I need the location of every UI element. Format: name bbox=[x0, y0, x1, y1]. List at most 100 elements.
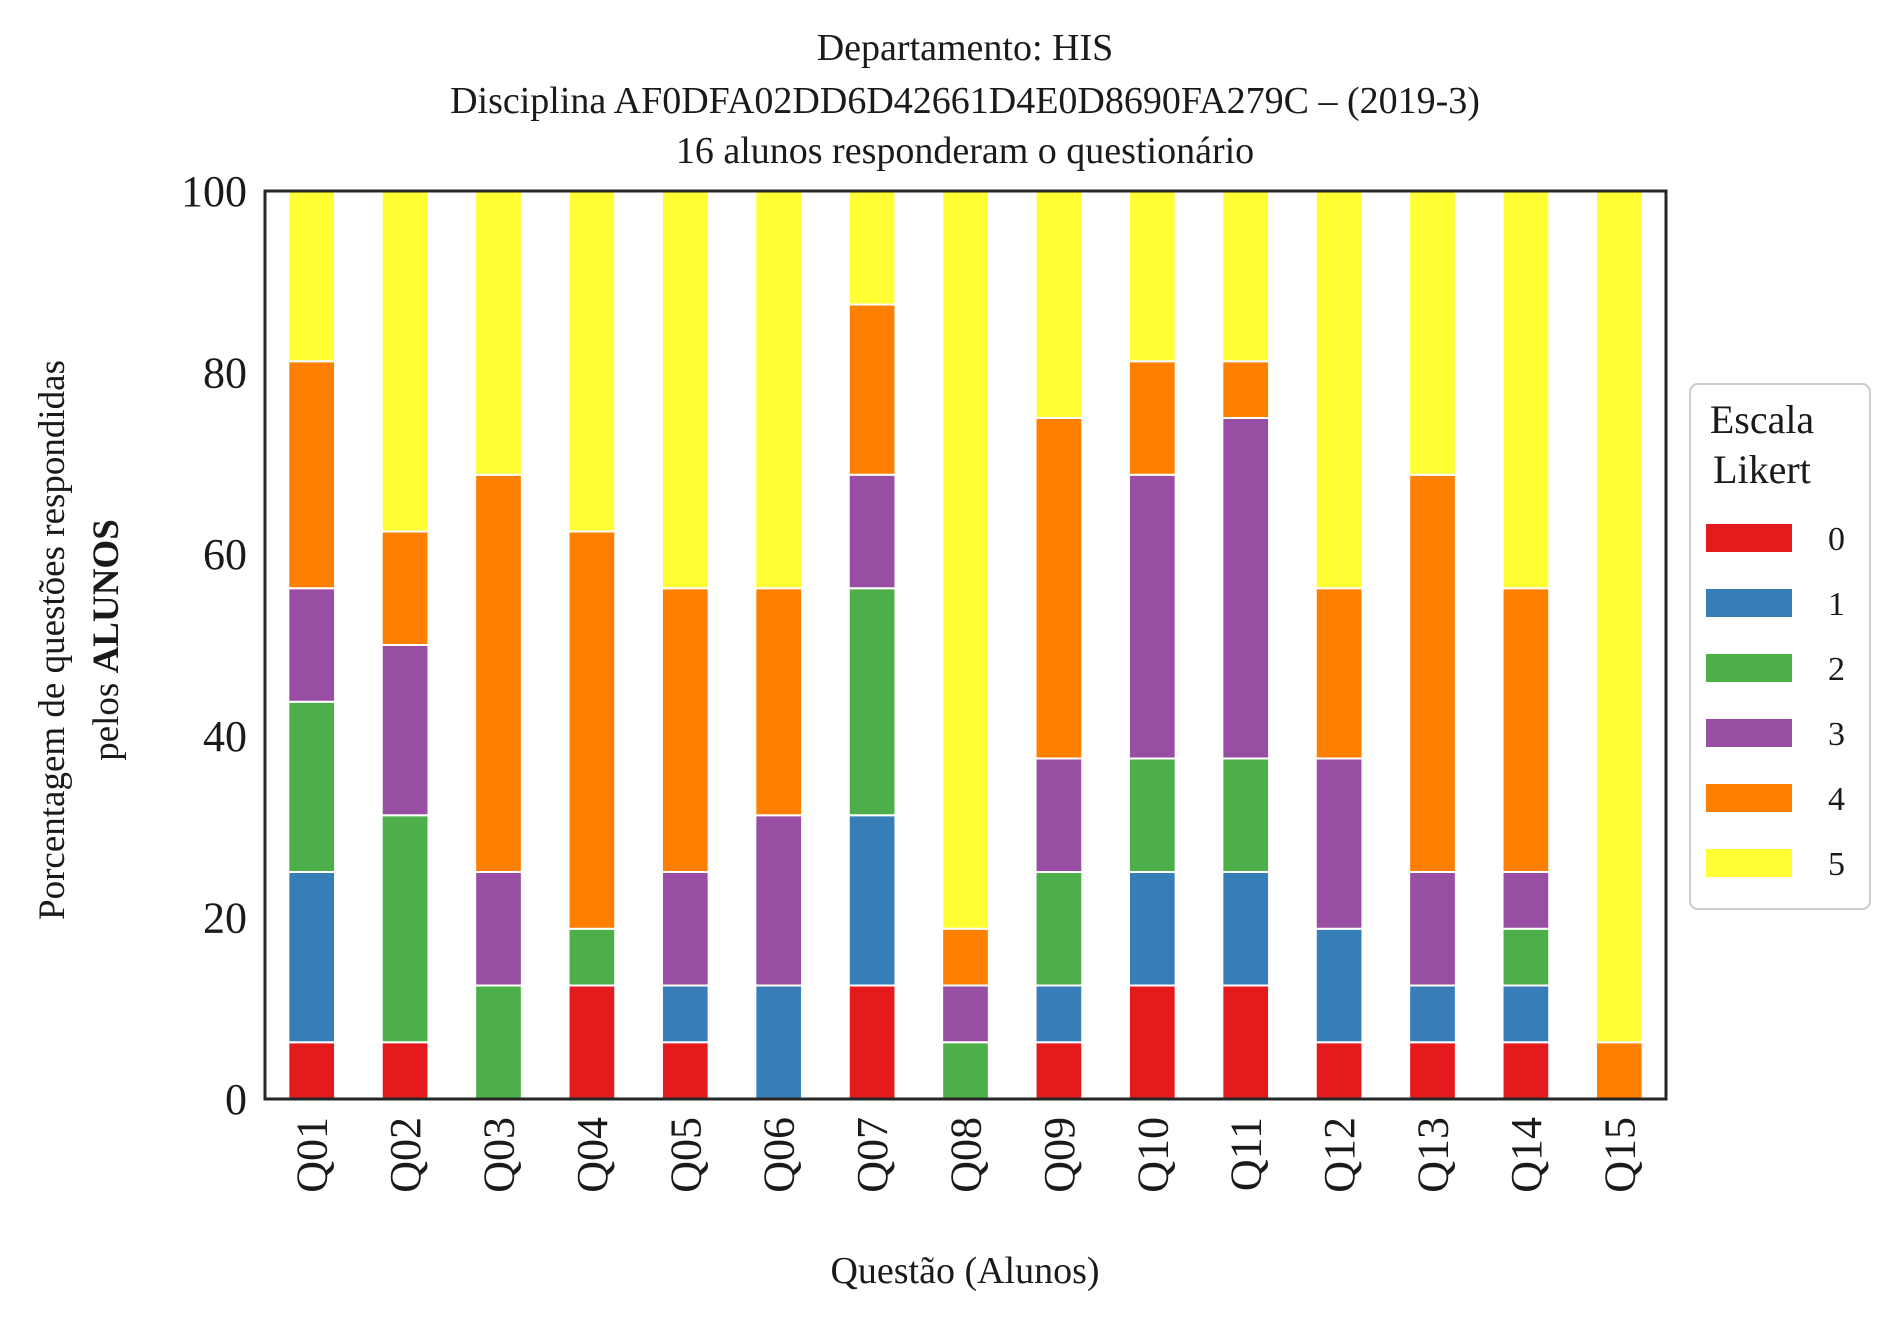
bar-segment-q06-likert-5 bbox=[754, 190, 804, 590]
bar-segment-q13-likert-3 bbox=[1408, 871, 1457, 987]
bar-segment-q13-likert-0 bbox=[1408, 1041, 1457, 1100]
bar-segment-q02-likert-0 bbox=[380, 1041, 430, 1100]
bar-segment-q14-likert-0 bbox=[1501, 1041, 1551, 1100]
legend-swatch-4 bbox=[1706, 784, 1792, 812]
bar-segment-q11-likert-3 bbox=[1221, 417, 1271, 760]
bar-segment-q01-likert-5 bbox=[287, 190, 337, 363]
legend-swatch-3 bbox=[1706, 719, 1792, 747]
x-tick-label-q05: Q05 bbox=[661, 1117, 710, 1193]
legend-label-2: 2 bbox=[1828, 651, 1845, 688]
bar-segment-q05-likert-0 bbox=[660, 1041, 710, 1100]
bar-segment-q06-likert-3 bbox=[754, 814, 804, 987]
bar-segment-q02-likert-2 bbox=[380, 814, 430, 1044]
bar-segment-q04-likert-5 bbox=[567, 190, 617, 533]
bar-segment-q04-likert-4 bbox=[567, 530, 617, 930]
y-tick-label-20: 20 bbox=[203, 893, 247, 942]
bar-segment-q13-likert-4 bbox=[1408, 473, 1457, 873]
bar-segment-q07-likert-0 bbox=[847, 984, 897, 1100]
y-tick-label-0: 0 bbox=[225, 1075, 247, 1124]
legend-label-1: 1 bbox=[1828, 586, 1845, 623]
bar-segment-q07-likert-1 bbox=[847, 814, 897, 987]
bar-segment-q07-likert-5 bbox=[847, 190, 897, 306]
bar-segment-q10-likert-1 bbox=[1127, 871, 1177, 987]
x-tick-label-q13: Q13 bbox=[1409, 1117, 1458, 1193]
x-tick-label-q02: Q02 bbox=[381, 1117, 430, 1193]
bar-segment-q14-likert-2 bbox=[1501, 927, 1551, 987]
y-axis-label-prefix: pelos bbox=[86, 673, 127, 760]
bar-segment-q14-likert-3 bbox=[1501, 871, 1551, 930]
x-tick-label-q12: Q12 bbox=[1315, 1117, 1364, 1193]
legend-label-0: 0 bbox=[1828, 521, 1845, 558]
y-tick-label-60: 60 bbox=[203, 530, 247, 579]
bar-segment-q01-likert-3 bbox=[287, 587, 337, 703]
x-axis-label: Questão (Alunos) bbox=[830, 1250, 1099, 1292]
x-tick-label-q09: Q09 bbox=[1035, 1117, 1084, 1193]
bar-segment-q10-likert-4 bbox=[1127, 360, 1177, 476]
bar-segment-q07-likert-3 bbox=[847, 473, 897, 590]
x-tick-label-q15: Q15 bbox=[1595, 1117, 1644, 1193]
legend-swatch-2 bbox=[1706, 654, 1792, 682]
legend-title-line-1: Escala bbox=[1710, 397, 1815, 442]
bar-segment-q05-likert-3 bbox=[660, 871, 710, 987]
chart-title-line-2: Disciplina AF0DFA02DD6D42661D4E0D8690FA2… bbox=[450, 80, 1480, 122]
bar-segment-q15-likert-5 bbox=[1594, 190, 1644, 1044]
bar-segment-q08-likert-4 bbox=[941, 927, 990, 987]
x-tick-label-q14: Q14 bbox=[1502, 1117, 1551, 1193]
bar-segment-q10-likert-2 bbox=[1127, 757, 1177, 873]
y-axis-label-line-2: pelos ALUNOS bbox=[86, 519, 127, 761]
bar-segment-q05-likert-4 bbox=[660, 587, 710, 873]
bar-segment-q01-likert-0 bbox=[287, 1041, 337, 1100]
bar-segment-q05-likert-5 bbox=[660, 190, 710, 590]
bar-segment-q11-likert-1 bbox=[1221, 871, 1271, 987]
bar-segment-q03-likert-4 bbox=[474, 473, 523, 873]
x-tick-label-q01: Q01 bbox=[288, 1117, 337, 1193]
legend-label-4: 4 bbox=[1828, 781, 1845, 818]
bar-segment-q14-likert-1 bbox=[1501, 984, 1551, 1044]
bar-segment-q12-likert-5 bbox=[1314, 190, 1364, 590]
bar-segment-q05-likert-1 bbox=[660, 984, 710, 1044]
bars bbox=[287, 190, 1644, 1100]
bar-segment-q06-likert-1 bbox=[754, 984, 804, 1100]
legend-title-line-2: Likert bbox=[1713, 447, 1811, 492]
legend-label-3: 3 bbox=[1828, 716, 1845, 753]
y-tick-label-80: 80 bbox=[203, 349, 247, 398]
bar-segment-q10-likert-3 bbox=[1127, 473, 1177, 760]
legend-label-5: 5 bbox=[1828, 846, 1845, 883]
bar-segment-q07-likert-2 bbox=[847, 587, 897, 817]
bar-segment-q11-likert-5 bbox=[1221, 190, 1271, 363]
bar-segment-q13-likert-5 bbox=[1408, 190, 1457, 476]
bar-segment-q09-likert-3 bbox=[1034, 757, 1084, 873]
x-tick-label-q11: Q11 bbox=[1222, 1117, 1271, 1191]
bar-segment-q03-likert-3 bbox=[474, 871, 523, 987]
bar-segment-q12-likert-1 bbox=[1314, 927, 1364, 1044]
bar-segment-q04-likert-2 bbox=[567, 927, 617, 987]
y-axis-label: Porcentagem de questões respondidas pelo… bbox=[32, 360, 127, 920]
x-ticks: Q01 Q02 Q03 Q04 Q05 Q06 Q07 Q08 Q09 Q10 Q11 Q12 Q13 Q… bbox=[288, 1117, 1645, 1193]
bar-segment-q12-likert-0 bbox=[1314, 1041, 1364, 1100]
bar-segment-q14-likert-4 bbox=[1501, 587, 1551, 873]
bar-segment-q09-likert-1 bbox=[1034, 984, 1084, 1044]
bar-segment-q03-likert-5 bbox=[474, 190, 523, 476]
legend-swatch-0 bbox=[1706, 524, 1792, 552]
bar-segment-q13-likert-1 bbox=[1408, 984, 1457, 1044]
chart-title-line-1: Departamento: HIS bbox=[817, 27, 1114, 69]
bar-segment-q09-likert-2 bbox=[1034, 871, 1084, 987]
y-axis-label-line-1: Porcentagem de questões respondidas bbox=[32, 360, 73, 920]
chart-title: Departamento: HIS Disciplina AF0DFA02DD6… bbox=[450, 27, 1480, 172]
bar-segment-q09-likert-0 bbox=[1034, 1041, 1084, 1100]
x-tick-label-q04: Q04 bbox=[568, 1117, 617, 1193]
bar-segment-q01-likert-2 bbox=[287, 700, 337, 873]
bar-segment-q11-likert-4 bbox=[1221, 360, 1271, 419]
bar-segment-q09-likert-4 bbox=[1034, 417, 1084, 760]
bar-segment-q06-likert-4 bbox=[754, 587, 804, 817]
bar-segment-q14-likert-5 bbox=[1501, 190, 1551, 590]
bar-segment-q09-likert-5 bbox=[1034, 190, 1084, 419]
x-tick-label-q08: Q08 bbox=[942, 1117, 991, 1193]
y-ticks: 0 20 40 60 80 100 bbox=[181, 167, 247, 1124]
bar-segment-q02-likert-3 bbox=[380, 644, 430, 817]
legend-swatch-5 bbox=[1706, 849, 1792, 877]
bar-segment-q04-likert-0 bbox=[567, 984, 617, 1100]
y-tick-label-100: 100 bbox=[181, 167, 247, 216]
legend: Escala Likert 0 1 2 3 4 5 bbox=[1689, 383, 1871, 910]
